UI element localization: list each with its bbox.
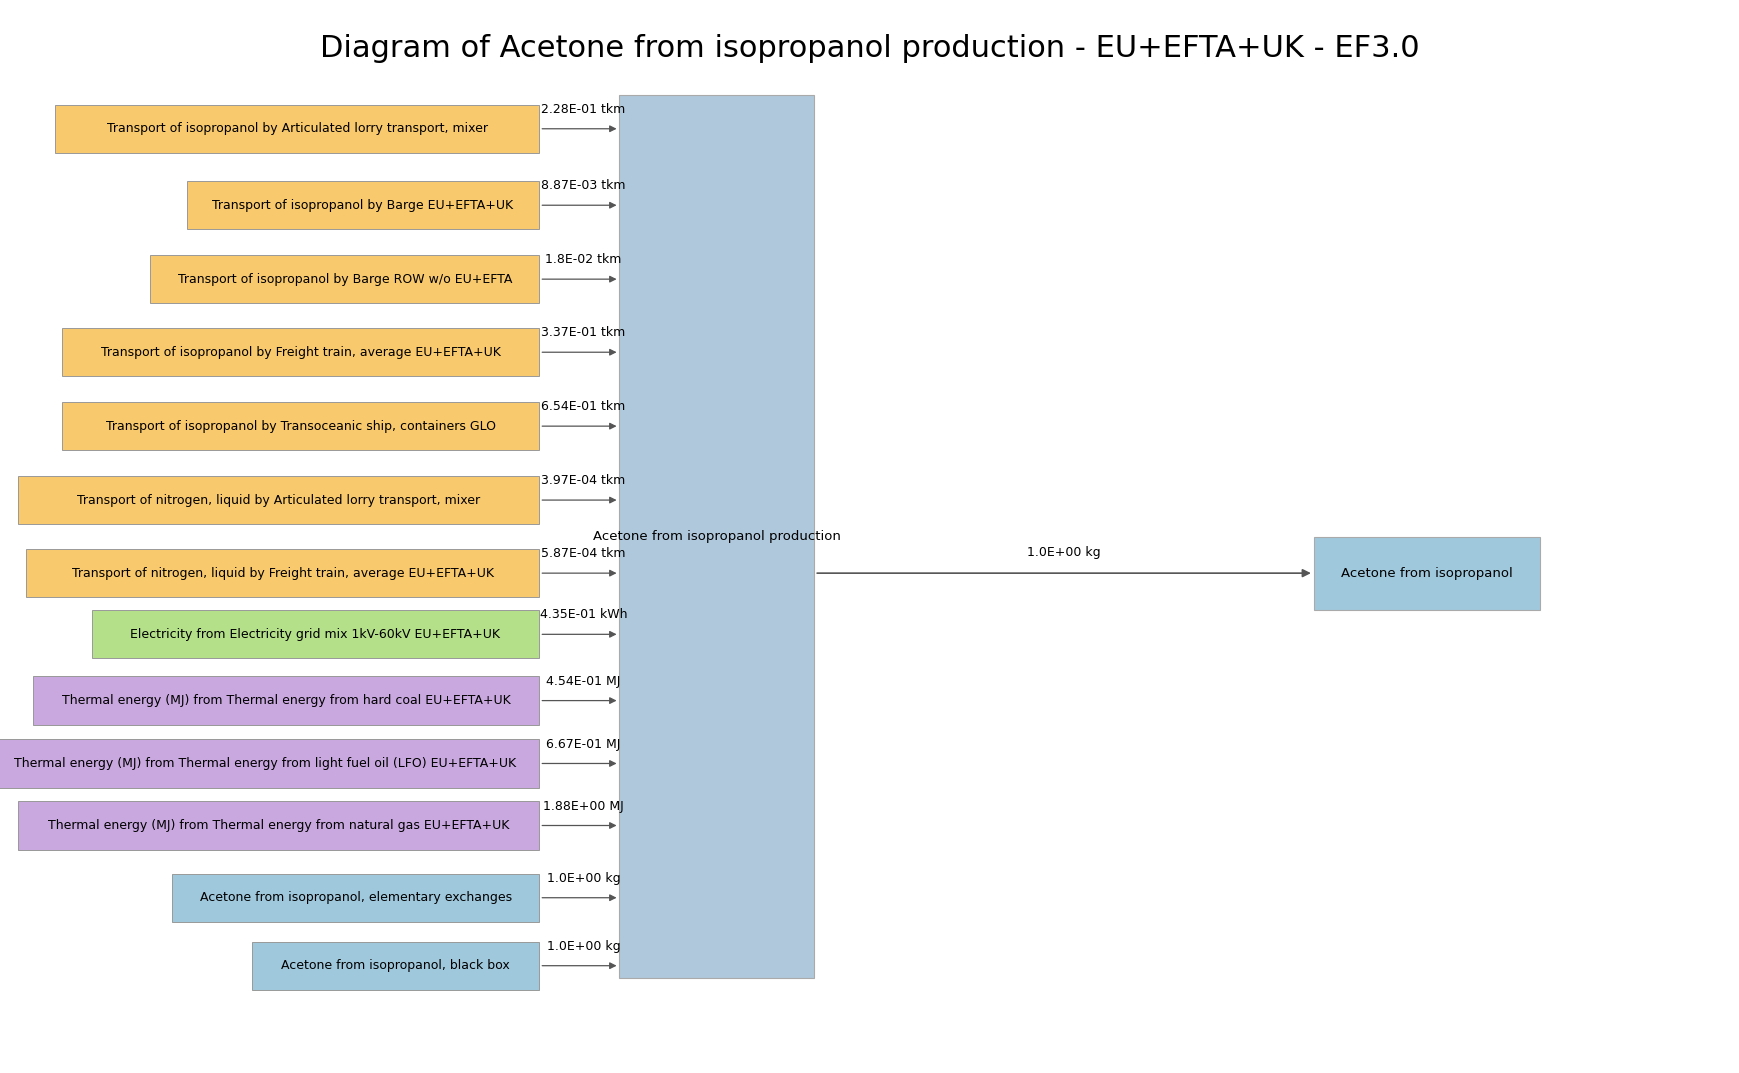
FancyBboxPatch shape xyxy=(186,181,539,230)
Text: Transport of isopropanol by Barge EU+EFTA+UK: Transport of isopropanol by Barge EU+EFT… xyxy=(212,199,513,211)
Text: 3.37E-01 tkm: 3.37E-01 tkm xyxy=(541,326,626,339)
Text: 1.0E+00 kg: 1.0E+00 kg xyxy=(1026,546,1101,559)
Text: Thermal energy (MJ) from Thermal energy from hard coal EU+EFTA+UK: Thermal energy (MJ) from Thermal energy … xyxy=(63,694,510,707)
FancyBboxPatch shape xyxy=(19,476,539,525)
FancyBboxPatch shape xyxy=(63,402,539,451)
FancyBboxPatch shape xyxy=(619,94,814,979)
FancyBboxPatch shape xyxy=(33,676,539,724)
Text: Acetone from isopropanol, elementary exchanges: Acetone from isopropanol, elementary exc… xyxy=(200,892,511,905)
Text: 6.67E-01 MJ: 6.67E-01 MJ xyxy=(546,737,621,751)
FancyBboxPatch shape xyxy=(92,611,539,659)
Text: Transport of isopropanol by Barge ROW w/o EU+EFTA: Transport of isopropanol by Barge ROW w/… xyxy=(177,273,511,285)
Text: Transport of isopropanol by Articulated lorry transport, mixer: Transport of isopropanol by Articulated … xyxy=(106,122,487,135)
FancyBboxPatch shape xyxy=(56,105,539,152)
Text: Transport of nitrogen, liquid by Articulated lorry transport, mixer: Transport of nitrogen, liquid by Articul… xyxy=(77,494,480,506)
FancyBboxPatch shape xyxy=(0,739,539,788)
Text: 2.28E-01 tkm: 2.28E-01 tkm xyxy=(541,103,626,116)
FancyBboxPatch shape xyxy=(252,942,539,989)
Text: 1.0E+00 kg: 1.0E+00 kg xyxy=(546,940,619,953)
Text: 1.8E-02 tkm: 1.8E-02 tkm xyxy=(544,253,621,266)
FancyBboxPatch shape xyxy=(150,255,539,304)
Text: Transport of nitrogen, liquid by Freight train, average EU+EFTA+UK: Transport of nitrogen, liquid by Freight… xyxy=(71,567,494,579)
Text: Electricity from Electricity grid mix 1kV-60kV EU+EFTA+UK: Electricity from Electricity grid mix 1k… xyxy=(130,628,501,641)
Text: 4.54E-01 MJ: 4.54E-01 MJ xyxy=(546,675,621,688)
Text: 1.0E+00 kg: 1.0E+00 kg xyxy=(546,872,619,885)
Text: 4.35E-01 kWh: 4.35E-01 kWh xyxy=(539,608,626,621)
Text: 5.87E-04 tkm: 5.87E-04 tkm xyxy=(541,547,626,560)
Text: 3.97E-04 tkm: 3.97E-04 tkm xyxy=(541,474,626,487)
Text: Thermal energy (MJ) from Thermal energy from light fuel oil (LFO) EU+EFTA+UK: Thermal energy (MJ) from Thermal energy … xyxy=(14,756,516,770)
Text: 8.87E-03 tkm: 8.87E-03 tkm xyxy=(541,179,626,192)
Text: Thermal energy (MJ) from Thermal energy from natural gas EU+EFTA+UK: Thermal energy (MJ) from Thermal energy … xyxy=(49,819,510,832)
Text: Transport of isopropanol by Transoceanic ship, containers GLO: Transport of isopropanol by Transoceanic… xyxy=(106,420,496,432)
FancyBboxPatch shape xyxy=(19,802,539,850)
Text: Acetone from isopropanol production: Acetone from isopropanol production xyxy=(593,530,840,543)
FancyBboxPatch shape xyxy=(1313,536,1539,609)
FancyBboxPatch shape xyxy=(63,328,539,377)
Text: Acetone from isopropanol, black box: Acetone from isopropanol, black box xyxy=(282,959,510,972)
FancyBboxPatch shape xyxy=(172,873,539,922)
Text: 1.88E+00 MJ: 1.88E+00 MJ xyxy=(543,799,624,812)
Text: Acetone from isopropanol: Acetone from isopropanol xyxy=(1341,567,1511,579)
Text: Transport of isopropanol by Freight train, average EU+EFTA+UK: Transport of isopropanol by Freight trai… xyxy=(101,346,501,358)
Text: Diagram of Acetone from isopropanol production - EU+EFTA+UK - EF3.0: Diagram of Acetone from isopropanol prod… xyxy=(320,33,1419,63)
Text: 6.54E-01 tkm: 6.54E-01 tkm xyxy=(541,400,626,413)
FancyBboxPatch shape xyxy=(26,549,539,598)
